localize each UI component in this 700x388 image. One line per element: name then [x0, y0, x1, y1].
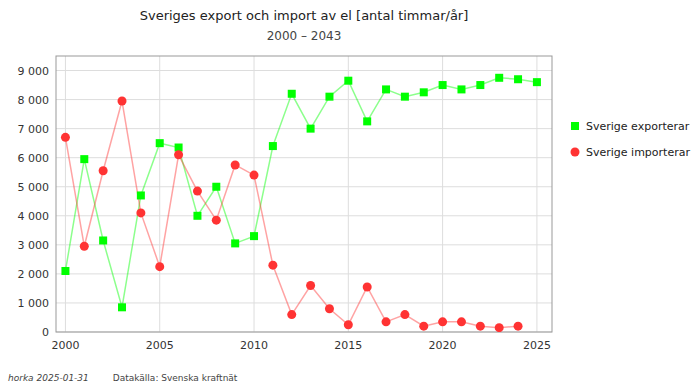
data-point: [118, 97, 127, 106]
data-point: [268, 261, 277, 270]
data-point: [495, 323, 504, 332]
legend-marker: [571, 148, 580, 157]
data-point: [419, 322, 428, 331]
grid-line: [442, 56, 443, 332]
data-point: [80, 242, 89, 251]
y-tick-label: 7 000: [18, 123, 50, 136]
y-tick-label: 2 000: [18, 268, 50, 281]
data-point: [476, 81, 484, 89]
data-point: [174, 150, 183, 159]
data-point: [288, 90, 296, 98]
plot-frame: [56, 56, 552, 332]
x-tick-label: 2000: [51, 339, 79, 352]
data-point: [61, 133, 70, 142]
data-point: [250, 232, 258, 240]
data-point: [212, 216, 221, 225]
data-point: [306, 281, 315, 290]
legend-label: Sverige importerar: [586, 146, 690, 159]
data-point: [401, 93, 409, 101]
y-tick-label: 9 000: [18, 65, 50, 78]
data-point: [193, 212, 201, 220]
data-point: [476, 322, 485, 331]
grid-line: [56, 128, 552, 129]
grid-line: [348, 56, 349, 332]
data-point: [382, 85, 390, 93]
data-point: [307, 125, 315, 133]
y-tick-label: 0: [42, 326, 49, 339]
data-point: [439, 81, 447, 89]
data-point: [420, 88, 428, 96]
grid-line: [56, 215, 552, 216]
grid-line: [56, 244, 552, 245]
data-point: [99, 236, 107, 244]
data-point: [400, 310, 409, 319]
data-point: [344, 320, 353, 329]
legend: Sverige exporterar Sverige importerar: [571, 120, 691, 159]
legend-marker: [571, 122, 579, 130]
data-point: [457, 317, 466, 326]
y-tick-label: 5 000: [18, 181, 50, 194]
x-tick-label: 2010: [240, 339, 268, 352]
data-point: [514, 322, 523, 331]
plot-area: [61, 74, 541, 332]
grid-line: [56, 99, 552, 100]
grid-line: [159, 56, 160, 332]
data-point: [269, 142, 277, 150]
x-tick-label: 2005: [146, 339, 174, 352]
series-line: [65, 78, 536, 308]
data-point: [156, 139, 164, 147]
y-tick-label: 1 000: [18, 297, 50, 310]
data-point: [363, 282, 372, 291]
data-point: [231, 239, 239, 247]
data-point: [344, 77, 352, 85]
data-point: [438, 317, 447, 326]
grid-line: [56, 70, 552, 71]
data-point: [533, 78, 541, 86]
data-point: [514, 75, 522, 83]
grid-line: [56, 273, 552, 274]
data-point: [325, 304, 334, 313]
data-point: [495, 74, 503, 82]
subtitle: 2000 – 2043: [267, 29, 342, 43]
data-point: [118, 303, 126, 311]
data-point: [136, 208, 145, 217]
data-point: [457, 85, 465, 93]
data-point: [325, 93, 333, 101]
legend-label: Sverige exporterar: [586, 120, 690, 133]
title: Sveriges export och import av el [antal …: [140, 8, 469, 23]
data-point: [231, 160, 240, 169]
footer-note: horka 2025-01-31: [8, 373, 89, 383]
data-point: [80, 155, 88, 163]
grid: [56, 56, 552, 332]
series-line: [65, 101, 518, 328]
grid-line: [56, 302, 552, 303]
y-tick-label: 3 000: [18, 239, 50, 252]
data-point: [212, 183, 220, 191]
data-point: [363, 117, 371, 125]
x-tick-label: 2020: [429, 339, 457, 352]
chart: Sveriges export och import av el [antal …: [0, 0, 700, 388]
data-point: [155, 262, 164, 271]
data-point: [61, 267, 69, 275]
data-point: [250, 171, 259, 180]
data-point: [193, 187, 202, 196]
y-tick-label: 6 000: [18, 152, 50, 165]
data-point: [137, 191, 145, 199]
grid-line: [254, 56, 255, 332]
grid-line: [536, 56, 537, 332]
y-tick-label: 8 000: [18, 94, 50, 107]
grid-line: [56, 157, 552, 158]
data-point: [287, 310, 296, 319]
x-tick-label: 2025: [523, 339, 551, 352]
data-point: [99, 166, 108, 175]
grid-line: [65, 56, 66, 332]
footer-note: Datakälla: Svenska kraftnät: [113, 373, 238, 383]
grid-line: [56, 186, 552, 187]
y-tick-label: 4 000: [18, 210, 50, 223]
data-point: [382, 317, 391, 326]
x-tick-label: 2015: [334, 339, 362, 352]
